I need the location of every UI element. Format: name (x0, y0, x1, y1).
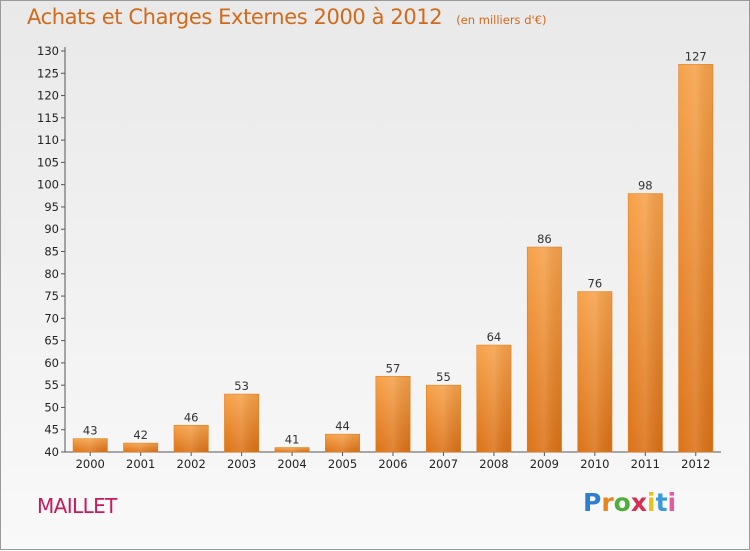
x-tick-label: 2007 (429, 457, 458, 471)
chart-unit: (en milliers d'€) (456, 13, 547, 27)
x-tick-label: 2000 (76, 457, 105, 471)
y-tick-label: 105 (37, 155, 59, 169)
y-tick-label: 85 (44, 245, 59, 259)
bar-shade-2009 (527, 247, 562, 452)
data-label-2004: 41 (285, 433, 300, 447)
y-tick-label: 70 (44, 311, 59, 325)
bar-shade-2006 (375, 376, 411, 452)
data-label-2007: 55 (436, 370, 451, 384)
logo-letter: t (655, 488, 668, 517)
y-tick-label: 75 (44, 289, 59, 303)
x-tick-label: 2001 (126, 457, 155, 471)
y-tick-label: 110 (37, 133, 59, 147)
bar-shade-2005 (325, 434, 360, 452)
logo-letter: r (601, 488, 614, 517)
commune-name: MAILLET (37, 494, 117, 518)
y-tick-label: 90 (44, 222, 59, 236)
bar-shade-2012 (678, 64, 713, 452)
bar-shade-2007 (426, 385, 461, 452)
logo-letter: i (647, 488, 656, 517)
y-tick-label: 45 (44, 423, 59, 437)
bar-shade-2010 (577, 291, 613, 452)
bars-group (72, 64, 714, 453)
x-tick-label: 2008 (479, 457, 508, 471)
x-tick-label: 2009 (530, 457, 559, 471)
bar-shade-2001 (123, 443, 158, 452)
y-tick-label: 130 (37, 44, 59, 58)
y-tick-label: 120 (37, 89, 59, 103)
x-tick-label: 2010 (580, 457, 609, 471)
data-label-2000: 43 (83, 424, 98, 438)
logo-letter: x (630, 488, 647, 517)
y-tick-label: 40 (44, 445, 59, 459)
data-label-2011: 98 (638, 179, 653, 193)
data-label-2002: 46 (184, 410, 199, 424)
bar-shade-2002 (173, 425, 209, 452)
y-tick-label: 60 (44, 356, 59, 370)
data-label-2006: 57 (386, 361, 401, 375)
y-tick-label: 95 (44, 200, 59, 214)
data-label-2005: 44 (335, 419, 350, 433)
data-label-2001: 42 (133, 428, 148, 442)
x-tick-label: 2006 (378, 457, 407, 471)
data-label-2012: 127 (685, 49, 707, 63)
data-label-2008: 64 (487, 330, 502, 344)
bar-shade-2011 (628, 193, 663, 453)
x-tick-label: 2012 (681, 457, 710, 471)
data-label-2010: 76 (588, 277, 603, 291)
y-tick-label: 125 (37, 66, 59, 80)
y-tick-label: 80 (44, 267, 59, 281)
y-tick-label: 50 (44, 400, 59, 414)
y-tick-label: 55 (44, 378, 59, 392)
chart-title: Achats et Charges Externes 2000 à 2012 (27, 5, 443, 29)
x-tick-label: 2005 (328, 457, 357, 471)
labels-group: 43 42 46 53 41 44 57 55 64 86 76 98 127 (83, 49, 707, 446)
bar-shade-2004 (274, 447, 310, 452)
x-tick-label: 2004 (277, 457, 306, 471)
logo-letter: P (583, 488, 602, 517)
bar-shade-2008 (476, 345, 512, 452)
bar-shade-2003 (224, 394, 259, 452)
bar-shade-2000 (73, 438, 108, 452)
chart-title-row: Achats et Charges Externes 2000 à 2012 (… (27, 5, 546, 29)
x-tick-label: 2002 (177, 457, 206, 471)
x-tick-label: 2011 (631, 457, 660, 471)
logo-letter: i (667, 488, 677, 517)
y-tick-label: 115 (37, 111, 59, 125)
x-tick-label: 2003 (227, 457, 256, 471)
logo-letter: o (613, 488, 631, 517)
y-tick-label: 65 (44, 334, 59, 348)
data-label-2003: 53 (234, 379, 249, 393)
y-tick-label: 100 (37, 178, 59, 192)
data-label-2009: 86 (537, 232, 552, 246)
axes-group: 40 45 50 55 60 65 70 75 80 85 90 95 100 105 110 115 120 1… (37, 44, 721, 471)
